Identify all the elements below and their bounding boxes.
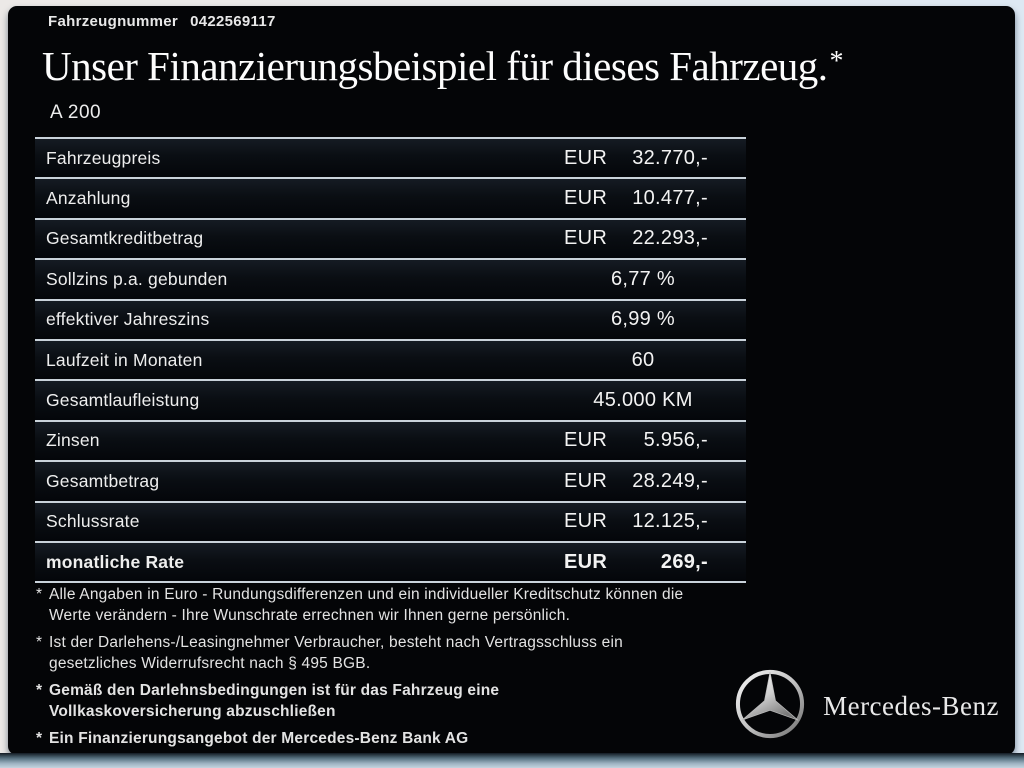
row-value: EUR 32.770,- [564, 147, 746, 170]
row-value: EUR 10.477,- [564, 187, 746, 210]
row-label: Fahrzeugpreis [46, 147, 161, 168]
row-value: EUR 22.293,- [564, 227, 746, 250]
row-centered-value: 6,99 % [610, 308, 676, 331]
footnote-text: Ist der Darlehens-/Leasingnehmer Verbrau… [49, 634, 623, 672]
row-amount: 32.770,- [632, 146, 708, 169]
bottom-frame-bar [0, 753, 1024, 768]
row-value: 45.000 KM [564, 389, 746, 412]
row-currency: EUR [564, 227, 608, 250]
row-currency: EUR [564, 469, 608, 492]
table-row: Laufzeit in Monaten 60 [35, 338, 746, 380]
footnote-item: * Alle Angaben in Euro - Rundungsdiffere… [36, 584, 756, 626]
row-label: Gesamtbetrag [46, 470, 160, 491]
table-row: Zinsen EUR 5.956,- [35, 419, 746, 461]
row-currency: EUR [564, 510, 608, 533]
footnote-marker: * [36, 634, 43, 651]
row-currency: EUR [564, 550, 608, 573]
table-row: effektiver Jahreszins 6,99 % [35, 298, 746, 339]
row-value: EUR 5.956,- [564, 429, 746, 452]
table-row: Gesamtbetrag EUR 28.249,- [35, 460, 746, 501]
row-amount: 28.249,- [632, 469, 708, 492]
footnote-item: * Gemäß den Darlehnsbedingungen ist für … [36, 680, 756, 722]
brand-area: Mercedes-Benz [734, 668, 999, 745]
row-label: monatliche Rate [46, 551, 185, 572]
row-centered-value: 6,77 % [610, 267, 676, 290]
vehicle-number-label: Fahrzeugnummer [48, 13, 179, 30]
footnote-marker: * [36, 682, 43, 699]
row-value: EUR 28.249,- [564, 470, 746, 493]
mercedes-star-icon [734, 668, 806, 745]
row-currency: EUR [564, 187, 608, 210]
row-amount: 5.956,- [643, 429, 708, 452]
finance-offer-panel: Fahrzeugnummer 0422569117 Unser Finanzie… [8, 6, 1015, 755]
table-row: Anzahlung EUR 10.477,- [35, 177, 746, 218]
row-value: 6,99 % [564, 308, 746, 331]
row-currency: EUR [564, 429, 608, 452]
row-value: 60 [564, 349, 746, 372]
table-row: Gesamtlaufleistung 45.000 KM [35, 379, 746, 420]
row-label: Laufzeit in Monaten [46, 349, 203, 370]
page-title-text: Unser Finanzierungsbeispiel für dieses F… [42, 43, 828, 89]
vehicle-model: A 200 [50, 102, 102, 123]
row-label: Schlussrate [46, 511, 140, 532]
row-label: effektiver Jahreszins [46, 309, 210, 330]
footnote-item: * Ein Finanzierungsangebot der Mercedes-… [36, 728, 756, 749]
table-row: Schlussrate EUR 12.125,- [35, 500, 746, 541]
row-currency: EUR [564, 146, 608, 169]
row-amount: 22.293,- [632, 227, 708, 250]
table-row: Fahrzeugpreis EUR 32.770,- [35, 137, 746, 178]
footnote-text: Alle Angaben in Euro - Rundungsdifferenz… [49, 586, 684, 624]
footnote-marker: * [36, 730, 43, 747]
footnote-text: Ein Finanzierungsangebot der Mercedes-Be… [49, 730, 469, 747]
row-value: EUR 12.125,- [564, 510, 746, 533]
vehicle-number-value: 0422569117 [190, 13, 276, 30]
table-row: Gesamtkreditbetrag EUR 22.293,- [35, 217, 746, 259]
row-amount: 12.125,- [632, 510, 708, 533]
footnote-item: * Ist der Darlehens-/Leasingnehmer Verbr… [36, 632, 756, 674]
row-label: Zinsen [46, 430, 100, 451]
row-label: Sollzins p.a. gebunden [46, 268, 228, 289]
page-title: Unser Finanzierungsbeispiel für dieses F… [42, 42, 982, 90]
vehicle-number-line: Fahrzeugnummer 0422569117 [48, 13, 276, 30]
row-value: EUR 269,- [564, 551, 746, 574]
table-row: monatliche Rate EUR 269,- [35, 540, 746, 584]
footnote-text: Gemäß den Darlehnsbedingungen ist für da… [49, 682, 500, 720]
row-label: Gesamtlaufleistung [46, 390, 200, 411]
row-label: Gesamtkreditbetrag [46, 228, 204, 249]
row-label: Anzahlung [46, 188, 131, 209]
table-row: Sollzins p.a. gebunden 6,77 % [35, 258, 746, 299]
row-value: 6,77 % [564, 268, 746, 291]
row-centered-value: 45.000 KM [593, 389, 693, 412]
row-amount: 269,- [660, 550, 708, 573]
footnote-marker: * [36, 586, 43, 603]
row-centered-value: 60 [631, 348, 655, 371]
finance-table: Fahrzeugpreis EUR 32.770,- Anzahlung EUR… [35, 137, 746, 584]
title-footnote-marker: * [829, 46, 844, 77]
row-amount: 10.477,- [632, 187, 708, 210]
footnotes: * Alle Angaben in Euro - Rundungsdiffere… [36, 584, 756, 755]
brand-wordmark: Mercedes-Benz [823, 691, 999, 721]
